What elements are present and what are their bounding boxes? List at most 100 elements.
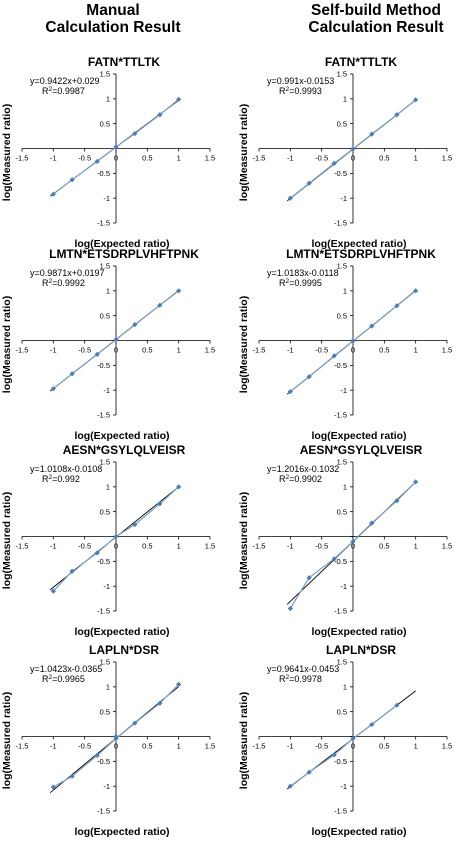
x-tick-label: -1 bbox=[50, 346, 57, 355]
x-tick-label: -1.5 bbox=[253, 154, 266, 163]
x-tick-label: -1.5 bbox=[253, 742, 266, 751]
y-tick-label: 0.5 bbox=[100, 507, 110, 516]
y-tick-label: 0.5 bbox=[337, 707, 347, 716]
data-point bbox=[287, 605, 293, 612]
chart-title: LMTN*ETSDRPLVHFTPNK bbox=[286, 247, 436, 261]
y-tick-label: 1 bbox=[106, 94, 110, 103]
x-tick-label: 0 bbox=[114, 542, 118, 551]
x-tick-label: 0.5 bbox=[379, 154, 389, 163]
x-tick-label: 0 bbox=[114, 742, 118, 751]
x-tick-label: -1 bbox=[50, 542, 57, 551]
r-squared: R2=0.9965 bbox=[42, 674, 85, 685]
data-point bbox=[113, 144, 119, 150]
y-axis-title: log(Measured ratio) bbox=[1, 692, 13, 789]
y-axis-title: log(Measured ratio) bbox=[238, 492, 250, 589]
y-tick-label: 1.5 bbox=[100, 458, 110, 467]
data-point bbox=[394, 303, 400, 309]
x-tick-label: 1 bbox=[414, 154, 418, 163]
r-squared: R2=0.9995 bbox=[279, 278, 322, 289]
y-tick-label: -0.5 bbox=[334, 757, 347, 766]
y-tick-label: 0.5 bbox=[100, 707, 110, 716]
data-point bbox=[50, 191, 56, 197]
x-tick-label: 1.5 bbox=[442, 542, 452, 551]
chart-panel-6: AESN*GSYLQLVEISR -1.5 -1 -0.5 0 0.5 1 1.5 1.5 1 0.… bbox=[238, 443, 452, 638]
y-tick-label: 1.5 bbox=[100, 70, 110, 79]
y-tick-label: -1.5 bbox=[334, 607, 347, 616]
trend-equation: y=1.0423x-0.0365 bbox=[30, 664, 102, 674]
data-point bbox=[157, 112, 163, 118]
x-tick-label: 1 bbox=[414, 542, 418, 551]
data-point bbox=[69, 371, 75, 377]
y-tick-label: 0.5 bbox=[337, 119, 347, 128]
y-tick-label: 1 bbox=[106, 286, 110, 295]
chart-title: LAPLN*DSR bbox=[89, 643, 159, 657]
chart-panel-7: LAPLN*DSR -1.5 -1 -0.5 0 0.5 1 1.5 1.5 1 0.5 -0.5 -1… bbox=[1, 643, 215, 838]
chart-title: LMTN*ETSDRPLVHFTPNK bbox=[49, 247, 199, 261]
x-axis-title: log(Expected ratio) bbox=[311, 626, 406, 638]
y-tick-label: -1 bbox=[103, 194, 110, 203]
x-tick-label: -1 bbox=[287, 542, 294, 551]
x-tick-label: -0.5 bbox=[315, 346, 328, 355]
y-tick-label: -1 bbox=[103, 782, 110, 791]
y-tick-label: 1.5 bbox=[100, 658, 110, 667]
y-tick-label: -1 bbox=[103, 582, 110, 591]
trend-equation: y=0.9641x-0.0453 bbox=[267, 664, 339, 674]
x-tick-label: 1.5 bbox=[442, 742, 452, 751]
y-tick-label: -1 bbox=[340, 194, 347, 203]
data-point bbox=[132, 131, 138, 137]
y-tick-label: -1.5 bbox=[97, 607, 110, 616]
header-manual-line2: Calculation Result bbox=[45, 19, 181, 36]
y-tick-label: 1.5 bbox=[337, 262, 347, 271]
r-squared: R2=0.992 bbox=[42, 474, 80, 485]
y-tick-label: -1.5 bbox=[334, 411, 347, 420]
x-tick-label: 0 bbox=[351, 346, 355, 355]
data-point bbox=[331, 353, 337, 359]
chart-title: AESN*GSYLQLVEISR bbox=[63, 443, 186, 457]
header-manual-line1: Manual bbox=[86, 2, 140, 19]
y-tick-label: -0.5 bbox=[97, 757, 110, 766]
x-tick-label: 1.5 bbox=[442, 346, 452, 355]
x-tick-label: 1 bbox=[177, 346, 181, 355]
data-point bbox=[369, 131, 375, 137]
y-tick-label: 0.5 bbox=[337, 507, 347, 516]
x-tick-label: -1 bbox=[50, 154, 57, 163]
chart-title: AESN*GSYLQLVEISR bbox=[300, 443, 423, 457]
trend-equation: y=1.0108x-0.0108 bbox=[30, 464, 102, 474]
y-axis-title: log(Measured ratio) bbox=[238, 692, 250, 789]
x-tick-label: -1 bbox=[287, 346, 294, 355]
x-tick-label: -1 bbox=[287, 742, 294, 751]
r-squared: R2=0.9993 bbox=[279, 86, 322, 97]
x-tick-label: -1.5 bbox=[253, 346, 266, 355]
y-axis-title: log(Measured ratio) bbox=[1, 296, 13, 393]
y-tick-label: -1.5 bbox=[334, 219, 347, 228]
trend-equation: y=0.9871x+0.0197 bbox=[30, 268, 105, 278]
y-tick-label: 0.5 bbox=[100, 119, 110, 128]
x-tick-label: -0.5 bbox=[315, 542, 328, 551]
y-tick-label: -1 bbox=[340, 386, 347, 395]
y-tick-label: 1.5 bbox=[337, 70, 347, 79]
chart-title: FATN*TTLTK bbox=[325, 55, 398, 69]
y-tick-label: 1 bbox=[343, 482, 347, 491]
y-tick-label: -1.5 bbox=[97, 219, 110, 228]
x-tick-label: 0 bbox=[114, 346, 118, 355]
x-tick-label: 0 bbox=[351, 154, 355, 163]
data-point bbox=[306, 769, 312, 775]
data-point bbox=[350, 146, 356, 152]
y-tick-label: -1 bbox=[340, 782, 347, 791]
y-axis-title: log(Measured ratio) bbox=[1, 492, 13, 589]
trend-equation: y=1.0183x-0.0118 bbox=[267, 268, 339, 278]
x-tick-label: -0.5 bbox=[315, 154, 328, 163]
trend-equation: y=0.991x-0.0153 bbox=[267, 76, 334, 86]
data-point bbox=[350, 538, 356, 545]
x-tick-label: 1 bbox=[177, 742, 181, 751]
x-tick-label: 0 bbox=[351, 542, 355, 551]
x-tick-label: 0.5 bbox=[379, 346, 389, 355]
y-axis-title: log(Measured ratio) bbox=[238, 104, 250, 201]
x-tick-label: -1.5 bbox=[16, 542, 29, 551]
y-tick-label: -0.5 bbox=[334, 557, 347, 566]
y-tick-label: 0.5 bbox=[100, 311, 110, 320]
x-tick-label: 0.5 bbox=[379, 542, 389, 551]
x-axis-title: log(Expected ratio) bbox=[311, 826, 406, 838]
x-tick-label: -0.5 bbox=[78, 742, 91, 751]
trend-equation: y=1.2016x-0.1032 bbox=[267, 464, 339, 474]
